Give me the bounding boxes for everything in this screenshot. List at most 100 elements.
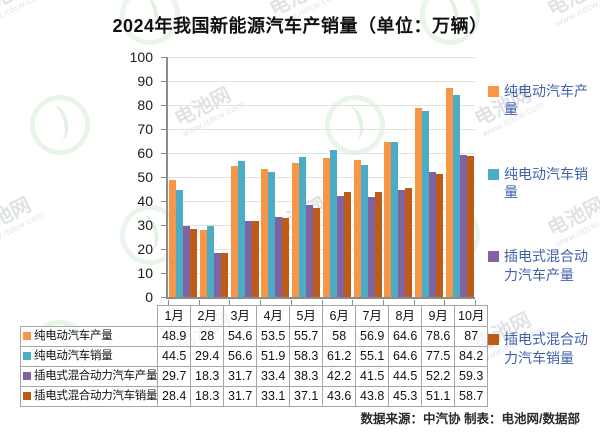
- bar-group-3月: [229, 57, 260, 297]
- value-cell: 33.1: [256, 386, 291, 407]
- legend-swatch-icon: [488, 251, 499, 263]
- month-header-cell: 10月: [454, 305, 489, 327]
- bar-group-9月: [414, 57, 445, 297]
- value-cell: 38.3: [289, 366, 324, 387]
- bar: [421, 111, 429, 297]
- gridline: [168, 153, 475, 154]
- bar: [353, 160, 361, 297]
- x-axis-tick: [444, 300, 446, 305]
- legend-item-3: 插电式混合动力汽车销量: [488, 330, 600, 367]
- table-row-series-1: 纯电动汽车销量 44.5 29.4 56.6 51.9 58.3 61.2 55.1 64.6 7…: [19, 346, 489, 367]
- gridline: [168, 177, 475, 178]
- table-header-row: 1月 2月 3月 4月 5月 6月 7月 8月 9月 10月: [21, 305, 489, 327]
- x-axis-tick: [321, 300, 323, 305]
- series-swatch-icon: [23, 331, 31, 340]
- legend-swatch-icon: [488, 168, 499, 180]
- gridline: [168, 225, 475, 226]
- value-cell: 58.3: [289, 346, 324, 367]
- table-row-series-3: 插电式混合动力汽车销量 28.4 18.3 31.7 33.1 37.1 43.6 43.8 4…: [19, 386, 489, 407]
- table-corner-cell: [21, 306, 158, 327]
- x-axis-tick: [229, 300, 231, 305]
- gridline: [168, 81, 475, 82]
- y-axis-tick-label: 100: [129, 49, 153, 65]
- value-cell: 58.7: [454, 386, 489, 407]
- bar: [244, 220, 252, 297]
- month-header-cell: 5月: [289, 305, 324, 327]
- bar-group-6月: [322, 57, 353, 297]
- value-cell: 44.5: [388, 366, 423, 387]
- value-cell: 28: [190, 326, 225, 347]
- legend-swatch-icon: [488, 334, 499, 346]
- bar: [367, 197, 375, 297]
- series-label-cell: 插电式混合动力汽车销量: [19, 386, 159, 407]
- x-axis-tick: [382, 300, 384, 305]
- bar: [336, 195, 344, 297]
- value-cell: 64.6: [388, 346, 423, 367]
- source-note: 数据来源：中汽协 制表：电池网/数据部: [360, 412, 580, 426]
- y-axis-labels: 100 90 80 70 60 50 40 30 20 10 0: [0, 49, 158, 305]
- bar: [306, 205, 314, 297]
- chart-title: 2024年我国新能源汽车产销量（单位：万辆）: [112, 16, 488, 36]
- bar: [435, 174, 443, 297]
- data-table: 1月 2月 3月 4月 5月 6月 7月 8月 9月 10月 纯电动汽车产量 48.9 28 54.6 53…: [19, 305, 489, 407]
- y-axis-tick-label: 30: [137, 217, 153, 233]
- y-axis-tick: [161, 129, 166, 130]
- month-header-cell: 4月: [256, 305, 291, 327]
- bar-group-10月: [444, 57, 475, 297]
- legend-label: 插电式混合动力汽车销量: [504, 331, 588, 366]
- bar: [282, 217, 290, 297]
- value-cell: 31.7: [223, 386, 258, 407]
- y-axis-tick-label: 80: [137, 97, 153, 113]
- value-cell: 37.1: [289, 386, 324, 407]
- bar: [251, 220, 259, 297]
- series-swatch-icon: [23, 391, 31, 400]
- gridline: [168, 129, 475, 130]
- y-axis-tick-label: 40: [137, 193, 153, 209]
- value-cell: 31.7: [223, 366, 258, 387]
- value-cell: 18.3: [190, 386, 225, 407]
- value-cell: 29.7: [157, 366, 192, 387]
- value-cell: 54.6: [223, 326, 258, 347]
- bar: [237, 161, 245, 297]
- y-axis-tick: [161, 225, 166, 226]
- value-cell: 29.4: [190, 346, 225, 367]
- bar-group-8月: [383, 57, 414, 297]
- gridline: [168, 273, 475, 274]
- value-cell: 87: [454, 326, 489, 347]
- bar-group-4月: [260, 57, 291, 297]
- value-cell: 61.2: [322, 346, 357, 367]
- bar: [299, 157, 307, 297]
- series-swatch-icon: [23, 371, 31, 380]
- y-axis-tick-label: 60: [137, 145, 153, 161]
- bar: [343, 192, 351, 297]
- month-header-cell: 7月: [355, 305, 390, 327]
- bar: [190, 228, 198, 297]
- value-cell: 78.6: [421, 326, 456, 347]
- bar: [466, 156, 474, 297]
- legend-label: 纯电动汽车销量: [504, 165, 588, 201]
- value-cell: 41.5: [355, 366, 390, 387]
- value-cell: 77.5: [421, 346, 456, 367]
- month-header-cell: 6月: [322, 305, 357, 327]
- bar: [459, 154, 467, 297]
- value-cell: 58: [322, 326, 357, 347]
- bar-group-7月: [352, 57, 383, 297]
- value-cell: 59.3: [454, 366, 489, 387]
- y-axis-tick-label: 50: [137, 169, 153, 185]
- bar: [384, 141, 392, 297]
- y-axis-tick: [161, 177, 166, 178]
- value-cell: 56.9: [355, 326, 390, 347]
- y-axis-tick-label: 90: [137, 73, 153, 89]
- bar: [428, 171, 436, 297]
- value-cell: 53.5: [256, 326, 291, 347]
- gridline: [168, 249, 475, 250]
- bar: [414, 108, 422, 297]
- month-header-cell: 8月: [388, 305, 423, 327]
- y-axis-tick: [161, 153, 166, 154]
- bar: [261, 168, 269, 297]
- month-header-cell: 1月: [157, 305, 192, 327]
- table-row-series-0: 纯电动汽车产量 48.9 28 54.6 53.5 55.7 58 56.9 64.6 78.6 8…: [19, 326, 489, 347]
- x-axis-tick: [413, 300, 415, 305]
- value-cell: 43.6: [322, 386, 357, 407]
